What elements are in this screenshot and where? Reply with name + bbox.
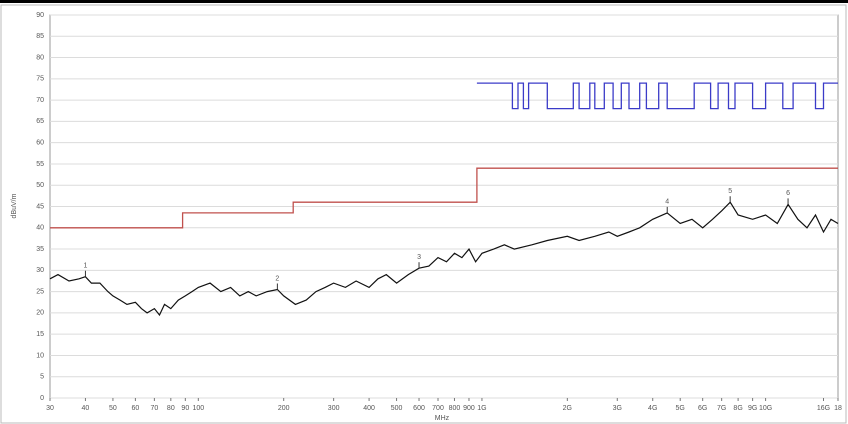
- x-tick-label: 7G: [717, 405, 726, 412]
- y-tick-label: 40: [36, 225, 44, 232]
- x-tick-label: 500: [391, 405, 403, 412]
- y-tick-label: 30: [36, 267, 44, 274]
- x-tick-label: 16G: [817, 405, 830, 412]
- x-tick-label: 200: [278, 405, 290, 412]
- x-tick-label: 100: [192, 405, 204, 412]
- y-tick-label: 75: [36, 76, 44, 83]
- x-tick-label: 60: [131, 405, 139, 412]
- marker-label: 4: [665, 199, 669, 206]
- trace: [49, 201, 839, 317]
- x-tick-label: 90: [181, 405, 189, 412]
- trace: [50, 167, 838, 229]
- x-tick-label: 300: [328, 405, 340, 412]
- x-tick-label: 6G: [698, 405, 707, 412]
- y-axis-label: dBuV/m: [11, 193, 18, 218]
- x-tick-label: 600: [413, 405, 425, 412]
- y-tick-label: 70: [36, 97, 44, 104]
- x-axis-label: MHz: [435, 415, 450, 422]
- x-tick-label: 30: [46, 405, 54, 412]
- marker-label: 2: [275, 275, 279, 282]
- y-tick-label: 25: [36, 288, 44, 295]
- y-tick-label: 5: [40, 374, 44, 381]
- y-tick-label: 50: [36, 182, 44, 189]
- y-tick-label: 45: [36, 203, 44, 210]
- x-tick-label: 5G: [676, 405, 685, 412]
- y-tick-label: 90: [36, 12, 44, 19]
- x-tick-label: 8G: [733, 405, 742, 412]
- x-tick-label: 900: [463, 405, 475, 412]
- x-tick-label: 800: [449, 405, 461, 412]
- x-tick-label: 3G: [613, 405, 622, 412]
- x-tick-label: 700: [432, 405, 444, 412]
- x-tick-label: 18: [834, 405, 842, 412]
- x-tick-label: 70: [150, 405, 158, 412]
- x-tick-label: 10G: [759, 405, 772, 412]
- y-tick-label: 0: [40, 395, 44, 402]
- x-tick-label: 2G: [563, 405, 572, 412]
- y-tick-label: 55: [36, 161, 44, 168]
- x-tick-label: 400: [363, 405, 375, 412]
- top-edge: [0, 0, 848, 3]
- y-tick-label: 20: [36, 310, 44, 317]
- x-tick-label: 40: [82, 405, 90, 412]
- y-tick-label: 10: [36, 352, 44, 359]
- x-tick-label: 1G: [477, 405, 486, 412]
- x-tick-label: 9G: [748, 405, 757, 412]
- marker-label: 3: [417, 254, 421, 261]
- marker-label: 6: [786, 190, 790, 197]
- x-tick-label: 80: [167, 405, 175, 412]
- y-tick-label: 35: [36, 246, 44, 253]
- y-tick-label: 60: [36, 140, 44, 147]
- y-tick-label: 85: [36, 33, 44, 40]
- x-tick-label: 4G: [648, 405, 657, 412]
- marker-label: 1: [83, 263, 87, 270]
- x-tick-label: 50: [109, 405, 117, 412]
- y-tick-label: 15: [36, 331, 44, 338]
- marker-label: 5: [728, 188, 732, 195]
- y-tick-label: 65: [36, 118, 44, 125]
- y-tick-label: 80: [36, 54, 44, 61]
- trace: [476, 82, 838, 110]
